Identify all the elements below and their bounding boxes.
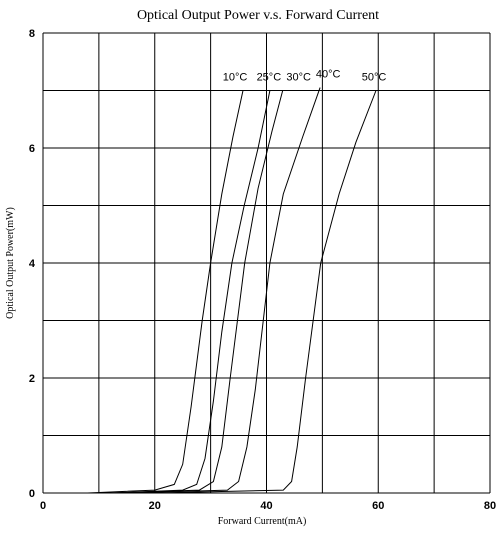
series-line	[154, 90, 377, 494]
y-tick-label: 0	[29, 488, 35, 500]
series-line	[109, 90, 284, 494]
chart-title: Optical Output Power v.s. Forward Curren…	[137, 8, 379, 23]
series-line	[126, 87, 321, 494]
series-label: 10°C	[223, 72, 248, 84]
series-label: 50°C	[362, 72, 387, 84]
series-line	[109, 90, 271, 494]
series-label: 30°C	[286, 72, 311, 84]
series-label: 40°C	[316, 69, 341, 81]
y-axis-label: Optical Output Power(mW)	[5, 207, 16, 319]
series-label: 25°C	[257, 72, 282, 84]
x-tick-label: 0	[40, 500, 46, 512]
x-tick-label: 20	[149, 500, 161, 512]
x-tick-label: 80	[484, 500, 496, 512]
y-tick-label: 4	[29, 258, 36, 270]
y-tick-label: 2	[29, 373, 35, 385]
series-line	[87, 90, 244, 494]
y-tick-label: 8	[29, 28, 35, 40]
x-axis-label: Forward Current(mA)	[218, 516, 307, 527]
x-tick-label: 40	[260, 500, 272, 512]
y-tick-label: 6	[29, 143, 35, 155]
x-tick-label: 60	[372, 500, 384, 512]
